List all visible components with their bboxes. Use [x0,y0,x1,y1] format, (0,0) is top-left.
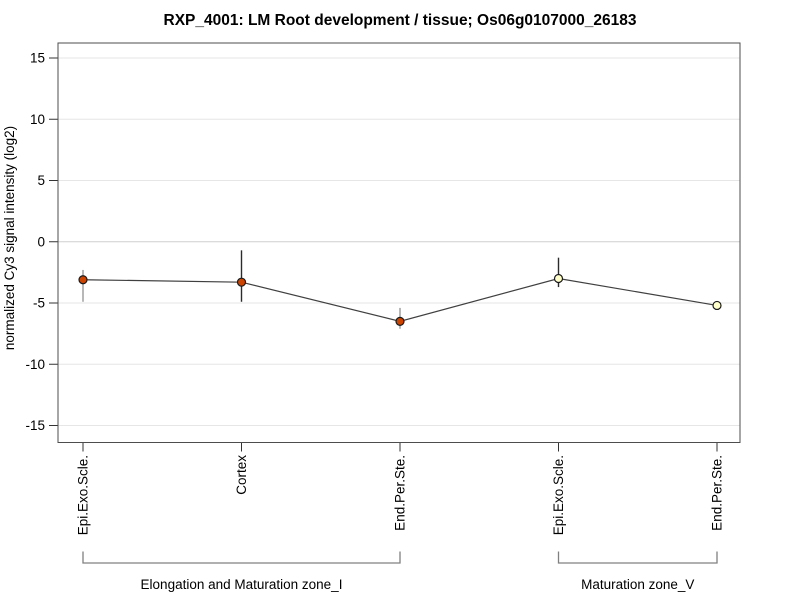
data-point-marker [553,273,564,284]
y-tick-label: -5 [33,296,45,311]
y-tick-label: -10 [25,357,45,372]
series-layer [78,250,722,329]
plot-frame [57,42,741,443]
data-point-marker [712,300,722,311]
y-axis-label: normalized Cy3 signal intensity (log2) [2,126,17,350]
x-axis-category-label: End.Per.Ste. [393,455,408,531]
axis-layer: 15 10 5 0 -5 -10 -15 Epi.Exo.Scle. Cortex End.Per… [25,51,724,536]
group-bracket [82,551,401,564]
group-bracket [557,551,718,564]
y-tick-label: 15 [30,51,45,66]
chart-title: RXP_4001: LM Root development / tissue; … [164,12,637,29]
data-point-marker [78,275,88,285]
y-tick-label: 0 [37,234,45,249]
x-axis-category-label: End.Per.Ste. [710,455,725,531]
y-tick-label: 10 [30,112,45,127]
group-label: Maturation zone_V [581,577,694,592]
grid-layer [58,57,740,426]
data-point-marker [236,277,247,287]
data-point-marker [395,316,405,326]
x-axis-category-label: Cortex [234,455,249,495]
x-axis-category-label: Epi.Exo.Scle. [76,455,91,535]
y-tick-label: -15 [25,418,45,433]
y-tick-label: 5 [37,173,45,188]
group-label: Elongation and Maturation zone_I [141,577,343,592]
x-axis-category-label: Epi.Exo.Scle. [551,455,566,535]
group-annotation-layer: Elongation and Maturation zone_I Maturati… [82,551,718,592]
